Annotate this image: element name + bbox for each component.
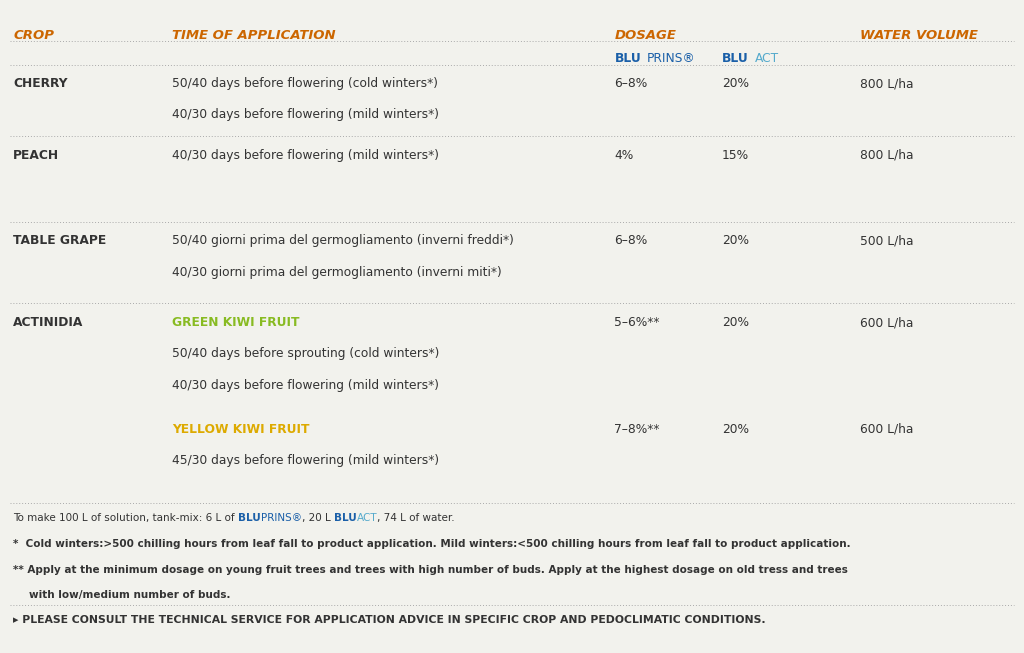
Text: 5–6%**: 5–6%** <box>614 316 659 329</box>
Text: 40/30 giorni prima del germogliamento (inverni miti*): 40/30 giorni prima del germogliamento (i… <box>172 266 502 279</box>
Text: , 74 L of water.: , 74 L of water. <box>377 513 455 522</box>
Text: , 20 L: , 20 L <box>302 513 334 522</box>
Text: GREEN KIWI FRUIT: GREEN KIWI FRUIT <box>172 316 300 329</box>
Text: YELLOW KIWI FRUIT: YELLOW KIWI FRUIT <box>172 422 309 436</box>
Text: 6–8%: 6–8% <box>614 234 647 247</box>
Text: ** Apply at the minimum dosage on young fruit trees and trees with high number o: ** Apply at the minimum dosage on young … <box>13 565 848 575</box>
Text: BLU: BLU <box>722 52 749 65</box>
Text: BLU: BLU <box>239 513 261 522</box>
Text: 6–8%: 6–8% <box>614 77 647 90</box>
Text: 40/30 days before flowering (mild winters*): 40/30 days before flowering (mild winter… <box>172 379 439 392</box>
Text: CROP: CROP <box>13 29 54 42</box>
Text: 50/40 days before flowering (cold winters*): 50/40 days before flowering (cold winter… <box>172 77 438 90</box>
Text: BLU: BLU <box>334 513 356 522</box>
Text: WATER VOLUME: WATER VOLUME <box>860 29 978 42</box>
Text: ACTINIDIA: ACTINIDIA <box>13 316 84 329</box>
Text: CHERRY: CHERRY <box>13 77 68 90</box>
Text: 20%: 20% <box>722 316 749 329</box>
Text: ACT: ACT <box>755 52 779 65</box>
Text: 15%: 15% <box>722 149 749 162</box>
Text: 4%: 4% <box>614 149 634 162</box>
Text: DOSAGE: DOSAGE <box>614 29 676 42</box>
Text: 50/40 giorni prima del germogliamento (inverni freddi*): 50/40 giorni prima del germogliamento (i… <box>172 234 514 247</box>
Text: 800 L/ha: 800 L/ha <box>860 77 913 90</box>
Text: TABLE GRAPE: TABLE GRAPE <box>13 234 106 247</box>
Text: 45/30 days before flowering (mild winters*): 45/30 days before flowering (mild winter… <box>172 454 439 467</box>
Text: 20%: 20% <box>722 234 749 247</box>
Text: 7–8%**: 7–8%** <box>614 422 659 436</box>
Text: 500 L/ha: 500 L/ha <box>860 234 913 247</box>
Text: ACT: ACT <box>356 513 377 522</box>
Text: 600 L/ha: 600 L/ha <box>860 422 913 436</box>
Text: PEACH: PEACH <box>13 149 59 162</box>
Text: 40/30 days before flowering (mild winters*): 40/30 days before flowering (mild winter… <box>172 149 439 162</box>
Text: ▸ PLEASE CONSULT THE TECHNICAL SERVICE FOR APPLICATION ADVICE IN SPECIFIC CROP A: ▸ PLEASE CONSULT THE TECHNICAL SERVICE F… <box>13 615 766 625</box>
Text: TIME OF APPLICATION: TIME OF APPLICATION <box>172 29 336 42</box>
Text: *  Cold winters:>500 chilling hours from leaf fall to product application. Mild : * Cold winters:>500 chilling hours from … <box>13 539 851 549</box>
Text: BLU: BLU <box>614 52 641 65</box>
Text: To make 100 L of solution, tank-mix: 6 L of: To make 100 L of solution, tank-mix: 6 L… <box>13 513 239 522</box>
Text: 40/30 days before flowering (mild winters*): 40/30 days before flowering (mild winter… <box>172 108 439 121</box>
Text: with low/medium number of buds.: with low/medium number of buds. <box>29 590 230 599</box>
Text: 20%: 20% <box>722 422 749 436</box>
Text: PRINS®: PRINS® <box>261 513 302 522</box>
Text: 600 L/ha: 600 L/ha <box>860 316 913 329</box>
Text: PRINS®: PRINS® <box>647 52 696 65</box>
Text: 800 L/ha: 800 L/ha <box>860 149 913 162</box>
Text: 50/40 days before sprouting (cold winters*): 50/40 days before sprouting (cold winter… <box>172 347 439 360</box>
Text: 20%: 20% <box>722 77 749 90</box>
